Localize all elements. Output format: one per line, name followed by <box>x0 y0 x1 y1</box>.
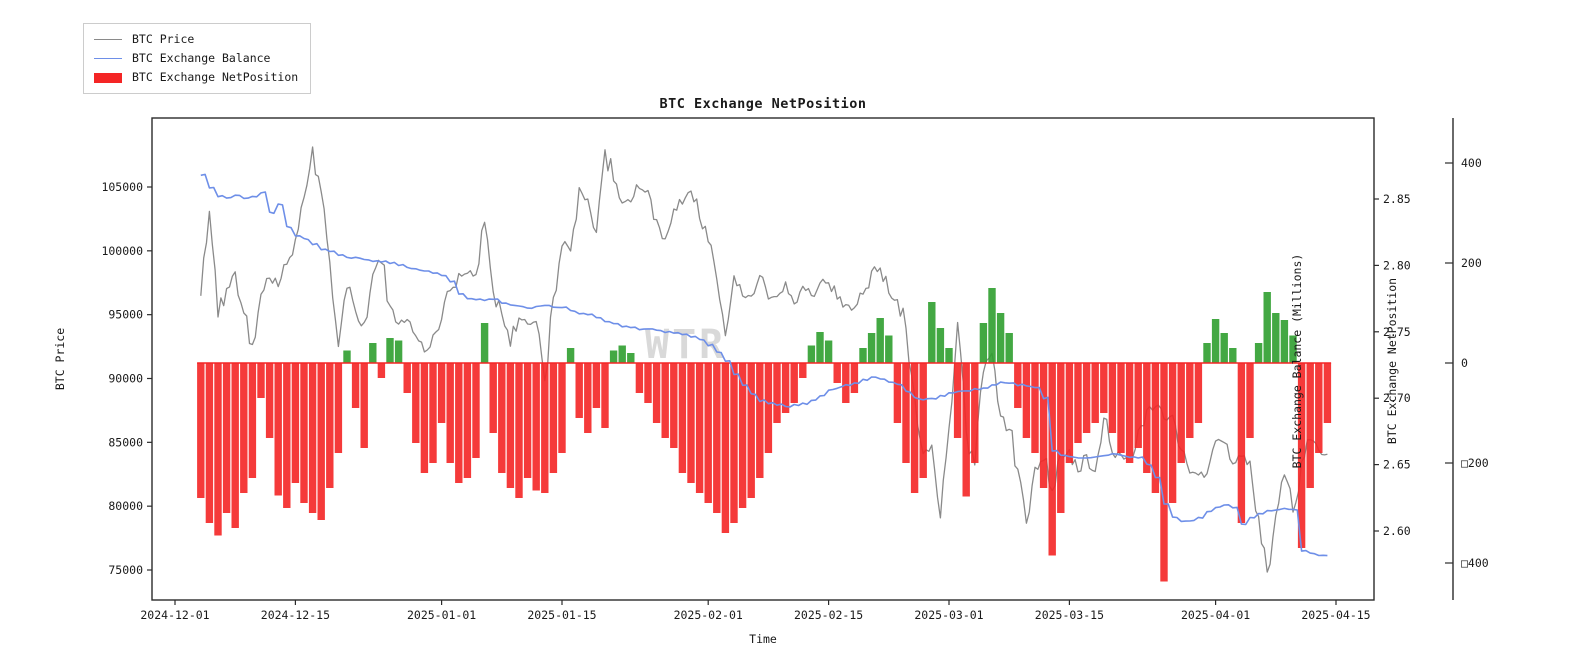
legend-label: BTC Price <box>132 32 195 46</box>
svg-text:2025-04-01: 2025-04-01 <box>1181 608 1250 622</box>
svg-text:2025-03-01: 2025-03-01 <box>914 608 983 622</box>
legend-label: BTC Exchange Balance <box>132 51 271 65</box>
btc-exchange-balance-line-swatch <box>94 58 122 59</box>
legend: BTC Price BTC Exchange Balance BTC Excha… <box>83 23 312 94</box>
svg-text:200: 200 <box>1461 256 1482 270</box>
svg-text:90000: 90000 <box>108 372 143 386</box>
netposition-axis-ticks: 400 200 0 □200 □400 <box>1445 156 1489 570</box>
svg-text:85000: 85000 <box>108 435 143 449</box>
svg-text:2025-01-01: 2025-01-01 <box>407 608 476 622</box>
chart-title: BTC Exchange NetPosition <box>659 96 867 112</box>
axes-frame <box>151 117 1454 601</box>
svg-text:2024-12-15: 2024-12-15 <box>261 608 330 622</box>
balance-axis-label: BTC Exchange Balance (Millions) <box>1290 253 1304 469</box>
svg-text:75000: 75000 <box>108 563 143 577</box>
netposition-axis-label: BTC Exchange NetPosition <box>1385 277 1399 445</box>
svg-text:80000: 80000 <box>108 499 143 513</box>
svg-text:100000: 100000 <box>101 244 143 258</box>
svg-text:2.85: 2.85 <box>1383 192 1411 206</box>
legend-item-btc-exchange-netposition: BTC Exchange NetPosition <box>94 68 298 87</box>
x-axis-ticks: 2024-12-01 2024-12-15 2025-01-01 2025-01-15… <box>140 600 1371 622</box>
svg-text:2024-12-01: 2024-12-01 <box>140 608 209 622</box>
legend-label: BTC Exchange NetPosition <box>132 70 299 84</box>
svg-text:400: 400 <box>1461 156 1482 170</box>
svg-text:2.60: 2.60 <box>1383 524 1411 538</box>
svg-text:2025-04-15: 2025-04-15 <box>1301 608 1370 622</box>
svg-text:105000: 105000 <box>101 180 143 194</box>
netposition-bars <box>197 288 1332 582</box>
svg-text:2.65: 2.65 <box>1383 458 1411 472</box>
price-axis-ticks: 105000 100000 95000 90000 85000 80000 75000 <box>101 180 152 577</box>
svg-text:2.70: 2.70 <box>1383 391 1411 405</box>
time-axis-label: Time <box>749 632 777 646</box>
svg-text:2025-03-15: 2025-03-15 <box>1035 608 1104 622</box>
balance-axis-ticks: 2.85 2.80 2.75 2.70 2.65 2.60 <box>1374 192 1411 538</box>
svg-text:2025-02-15: 2025-02-15 <box>794 608 863 622</box>
svg-text:□400: □400 <box>1461 556 1489 570</box>
svg-text:2025-01-15: 2025-01-15 <box>527 608 596 622</box>
legend-item-btc-price: BTC Price <box>94 30 298 49</box>
btc-exchange-balance-line <box>200 173 1328 557</box>
price-axis-label: BTC Price <box>53 327 67 391</box>
svg-text:0: 0 <box>1461 356 1468 370</box>
svg-text:2025-02-01: 2025-02-01 <box>674 608 743 622</box>
btc-exchange-netposition-patch-swatch <box>94 72 122 83</box>
btc-price-line-swatch <box>94 39 122 40</box>
svg-text:□200: □200 <box>1461 456 1489 470</box>
legend-item-btc-exchange-balance: BTC Exchange Balance <box>94 49 298 68</box>
svg-text:2.80: 2.80 <box>1383 258 1411 272</box>
svg-text:95000: 95000 <box>108 308 143 322</box>
svg-text:2.75: 2.75 <box>1383 325 1411 339</box>
